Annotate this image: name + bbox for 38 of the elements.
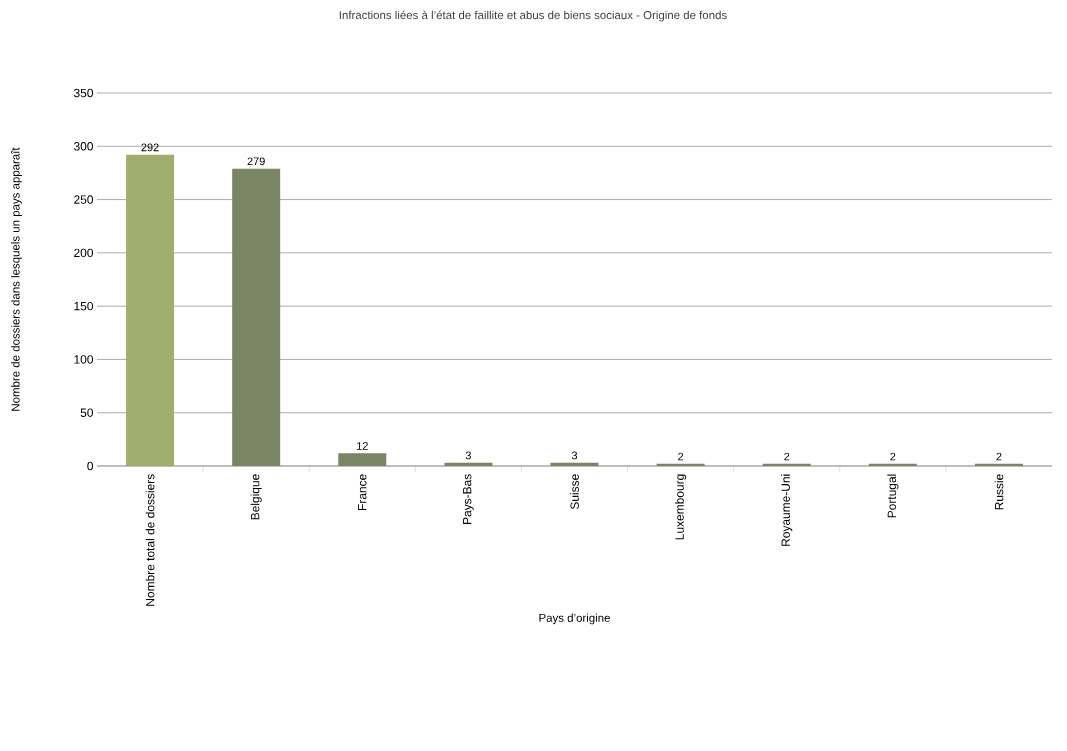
y-tick-label: 250 — [74, 195, 94, 204]
bar — [338, 453, 387, 466]
x-tick-label: France — [358, 474, 367, 510]
data-label: 12 — [357, 442, 368, 450]
x-tick-label: Luxembourg — [675, 474, 687, 540]
bar — [550, 462, 599, 466]
x-tick-label: Suisse — [570, 474, 579, 510]
chart-title: Infractions liées à l’état de faillite et abus de biens sociaux - Origine de fonds — [339, 10, 727, 22]
x-tick-label: Belgique — [250, 474, 262, 520]
x-tick-label: Portugal — [887, 474, 899, 518]
y-axis-title: Nombre de dossiers dans lesquels un pays apparaît — [11, 147, 22, 411]
y-tick-label: 150 — [74, 301, 94, 311]
data-label: 2 — [890, 452, 896, 461]
x-tick-label: Russie — [994, 474, 1004, 510]
y-tick-label: 200 — [74, 248, 94, 258]
y-tick-label: 0 — [87, 461, 94, 471]
x-tick-label: Royaume-Uni — [781, 474, 793, 546]
bar — [656, 463, 705, 466]
data-label: 2 — [784, 452, 790, 461]
y-tick-label: 50 — [80, 408, 94, 417]
data-label: 3 — [465, 451, 471, 460]
bar — [126, 154, 175, 466]
bar — [444, 462, 493, 466]
data-label: 3 — [571, 451, 578, 460]
y-tick-label: 100 — [74, 355, 94, 364]
data-label: 2 — [996, 452, 1002, 461]
bar — [232, 168, 281, 466]
data-label: 2 — [678, 452, 684, 461]
data-label: 292 — [141, 143, 159, 152]
bar — [868, 463, 917, 466]
bar — [974, 463, 1023, 466]
x-tick-label: Nombre total de dossiers — [145, 474, 155, 606]
y-tick-label: 300 — [73, 142, 94, 151]
y-tick-label: 350 — [73, 88, 94, 98]
x-axis-title: Pays d’origine — [539, 613, 610, 625]
x-tick-label: Pays-Bas — [463, 474, 474, 524]
data-label: 279 — [247, 157, 265, 166]
bar — [762, 463, 811, 466]
